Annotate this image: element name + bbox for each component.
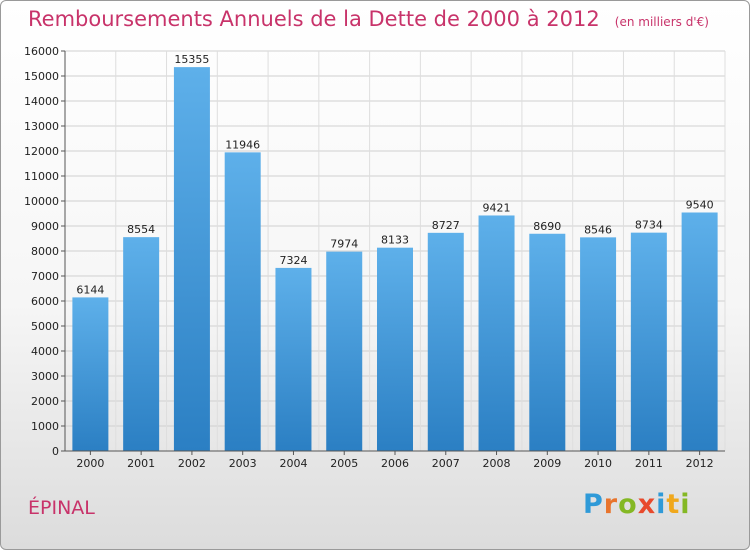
y-tick-label: 1000 [31,420,59,433]
x-tick-label: 2001 [127,457,155,470]
y-tick-label: 0 [52,445,59,458]
x-tick-label: 2004 [279,457,307,470]
bar [326,251,363,451]
y-tick-label: 7000 [31,270,59,283]
x-tick-label: 2000 [76,457,104,470]
bar-value-label: 8546 [584,223,612,236]
bar-value-label: 8690 [533,220,561,233]
bar-value-label: 9421 [483,201,511,214]
bar [427,232,464,451]
logo-letter: t [666,489,681,520]
y-tick-label: 4000 [31,345,59,358]
bar [275,267,312,451]
bar-value-label: 15355 [174,53,209,66]
x-tick-label: 2006 [381,457,409,470]
y-tick-label: 9000 [31,220,59,233]
logo-letter: P [583,489,604,520]
bar-value-label: 8133 [381,234,409,247]
bar-value-label: 9540 [686,199,714,212]
x-tick-label: 2002 [178,457,206,470]
y-tick-label: 16000 [24,45,59,58]
axes [61,50,725,455]
chart-title: Remboursements Annuels de la Dette de 20… [28,7,709,31]
x-tick-label: 2011 [635,457,663,470]
y-tick-label: 8000 [31,245,59,258]
logo-letter: i [656,489,667,520]
bar-value-label: 8554 [127,223,155,236]
bar-value-label: 11946 [225,138,260,151]
bar [123,237,160,451]
x-tick-label: 2009 [533,457,561,470]
bar-value-label: 7324 [279,254,307,267]
logo-letter: i [680,489,691,520]
bar [580,237,617,451]
bar-value-label: 8734 [635,219,663,232]
y-tick-label: 10000 [24,195,59,208]
x-tick-label: 2012 [686,457,714,470]
title-text: Remboursements Annuels de la Dette de 20… [28,7,600,31]
logo-letter: r [603,489,619,520]
bar [529,233,566,451]
bar-value-label: 8727 [432,219,460,232]
x-tick-label: 2003 [229,457,257,470]
bar [681,212,718,451]
y-tick-label: 5000 [31,320,59,333]
y-tick-label: 14000 [24,95,59,108]
x-tick-label: 2007 [432,457,460,470]
x-tick-label: 2005 [330,457,358,470]
y-tick-label: 3000 [31,370,59,383]
labels: 0 1000 2000 3000 4000 5000 6000 7000 8000 9000 100… [24,45,714,470]
unit-note: (en milliers d'€) [614,15,709,29]
y-tick-label: 6000 [31,295,59,308]
logo-letter: x [637,489,657,520]
x-tick-label: 2008 [483,457,511,470]
y-tick-label: 12000 [24,145,59,158]
logo-letter: o [618,489,638,520]
x-tick-label: 2010 [584,457,612,470]
place-name: ÉPINAL [28,497,95,519]
bars [72,67,718,451]
bar-value-label: 7974 [330,238,358,251]
bar [630,232,667,451]
y-tick-label: 13000 [24,120,59,133]
y-tick-label: 2000 [31,395,59,408]
y-tick-label: 11000 [24,170,59,183]
bar [377,247,413,451]
bar [72,297,109,451]
bar [478,215,515,451]
bar [224,152,261,451]
bar [173,67,210,451]
bar-value-label: 6144 [76,283,104,296]
y-tick-label: 15000 [24,70,59,83]
brand-logo: Proxiti [583,489,691,520]
